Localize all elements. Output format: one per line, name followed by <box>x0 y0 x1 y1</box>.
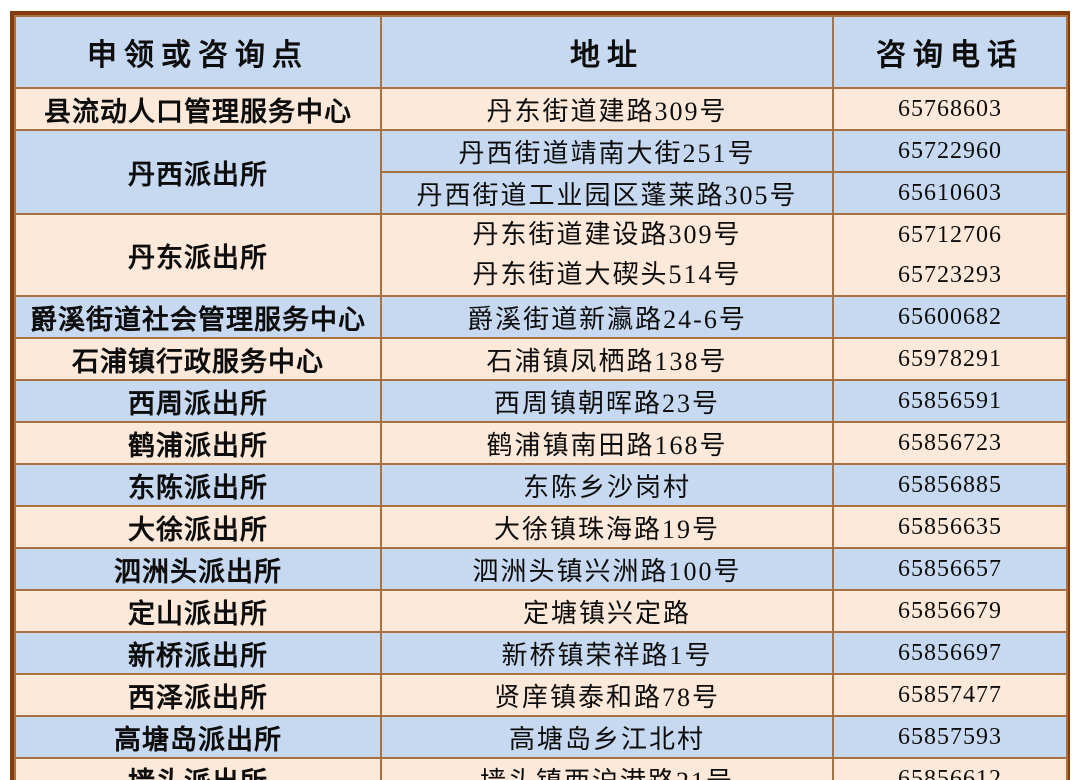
table-row: 定山派出所 定塘镇兴定路 65856679 <box>14 589 1068 633</box>
address-cell: 墙头镇西沪港路21号 <box>380 757 834 780</box>
phone-cell: 65856679 <box>832 589 1068 633</box>
contact-table-container: 申领或咨询点 地址 咨询电话 县流动人口管理服务中心 丹东街道建路309号 65… <box>10 11 1070 780</box>
phone-line: 65723293 <box>898 262 1002 288</box>
point-cell: 泗洲头派出所 <box>14 547 382 591</box>
point-cell: 高塘岛派出所 <box>14 715 382 759</box>
address-cell: 丹东街道建路309号 <box>380 87 834 131</box>
table-row: 东陈派出所 东陈乡沙岗村 65856885 <box>14 463 1068 507</box>
table-row: 新桥派出所 新桥镇荣祥路1号 65856697 <box>14 631 1068 675</box>
point-cell: 定山派出所 <box>14 589 382 633</box>
table-row: 高塘岛派出所 高塘岛乡江北村 65857593 <box>14 715 1068 759</box>
table-row: 西周派出所 西周镇朝晖路23号 65856591 <box>14 379 1068 423</box>
table-row: 丹西街道工业园区蓬莱路305号 65610603 <box>15 171 1068 215</box>
phone-line: 65712706 <box>898 222 1002 248</box>
phone-cell: 65856635 <box>832 505 1068 549</box>
address-cell: 东陈乡沙岗村 <box>380 463 834 507</box>
address-cell: 贤庠镇泰和路78号 <box>380 673 834 717</box>
table-row: 丹东派出所 丹东街道建设路309号 丹东街道大碶头514号 65712706 6… <box>14 213 1068 297</box>
phone-cell: 65978291 <box>832 337 1068 381</box>
table-row: 鹤浦派出所 鹤浦镇南田路168号 65856723 <box>14 421 1068 465</box>
point-cell: 西泽派出所 <box>14 673 382 717</box>
address-cell: 高塘岛乡江北村 <box>380 715 834 759</box>
point-cell: 新桥派出所 <box>14 631 382 675</box>
table-row: 大徐派出所 大徐镇珠海路19号 65856635 <box>14 505 1068 549</box>
table-row: 县流动人口管理服务中心 丹东街道建路309号 65768603 <box>14 87 1068 131</box>
phone-cell: 65857593 <box>832 715 1068 759</box>
table-row: 爵溪街道社会管理服务中心 爵溪街道新瀛路24-6号 65600682 <box>14 295 1068 339</box>
address-cell: 丹西街道工业园区蓬莱路305号 <box>380 171 834 215</box>
point-cell: 石浦镇行政服务中心 <box>14 337 382 381</box>
phone-cell: 65712706 65723293 <box>832 213 1068 297</box>
point-cell: 爵溪街道社会管理服务中心 <box>14 295 382 339</box>
table-row: 西泽派出所 贤庠镇泰和路78号 65857477 <box>14 673 1068 717</box>
address-cell: 泗洲头镇兴洲路100号 <box>380 547 834 591</box>
phone-cell: 65856885 <box>832 463 1068 507</box>
address-line: 丹东街道建设路309号 <box>472 220 742 249</box>
address-cell: 爵溪街道新瀛路24-6号 <box>380 295 834 339</box>
point-cell: 鹤浦派出所 <box>14 421 382 465</box>
phone-cell: 65856591 <box>832 379 1068 423</box>
point-cell: 丹西派出所 <box>14 129 382 215</box>
table-row: 泗洲头派出所 泗洲头镇兴洲路100号 65856657 <box>14 547 1068 591</box>
address-cell: 石浦镇凤栖路138号 <box>380 337 834 381</box>
point-cell: 丹东派出所 <box>14 213 382 297</box>
address-line: 丹东街道大碶头514号 <box>472 260 742 289</box>
phone-cell: 65768603 <box>832 87 1068 131</box>
phone-cell: 65722960 <box>832 129 1068 173</box>
header-phone: 咨询电话 <box>832 15 1068 89</box>
table-row: 墙头派出所 墙头镇西沪港路21号 65856612 <box>14 757 1068 780</box>
address-cell: 定塘镇兴定路 <box>380 589 834 633</box>
contact-table: 申领或咨询点 地址 咨询电话 县流动人口管理服务中心 丹东街道建路309号 65… <box>14 15 1068 780</box>
header-address: 地址 <box>380 15 834 89</box>
phone-cell: 65600682 <box>832 295 1068 339</box>
address-cell: 丹西街道靖南大街251号 <box>380 129 834 173</box>
address-cell: 丹东街道建设路309号 丹东街道大碶头514号 <box>380 213 834 297</box>
phone-cell: 65856657 <box>832 547 1068 591</box>
address-cell: 大徐镇珠海路19号 <box>380 505 834 549</box>
header-row: 申领或咨询点 地址 咨询电话 <box>14 15 1068 89</box>
address-cell: 鹤浦镇南田路168号 <box>380 421 834 465</box>
point-cell: 东陈派出所 <box>14 463 382 507</box>
phone-cell: 65856697 <box>832 631 1068 675</box>
phone-cell: 65856723 <box>832 421 1068 465</box>
header-point: 申领或咨询点 <box>14 15 382 89</box>
table-row: 丹西派出所 丹西街道靖南大街251号 65722960 <box>14 129 1068 215</box>
address-cell: 新桥镇荣祥路1号 <box>380 631 834 675</box>
phone-cell: 65856612 <box>832 757 1068 780</box>
point-cell: 大徐派出所 <box>14 505 382 549</box>
address-cell: 西周镇朝晖路23号 <box>380 379 834 423</box>
table-row: 石浦镇行政服务中心 石浦镇凤栖路138号 65978291 <box>14 337 1068 381</box>
point-cell: 县流动人口管理服务中心 <box>14 87 382 131</box>
phone-cell: 65610603 <box>832 171 1068 215</box>
phone-cell: 65857477 <box>832 673 1068 717</box>
point-cell: 西周派出所 <box>14 379 382 423</box>
point-cell: 墙头派出所 <box>14 757 382 780</box>
